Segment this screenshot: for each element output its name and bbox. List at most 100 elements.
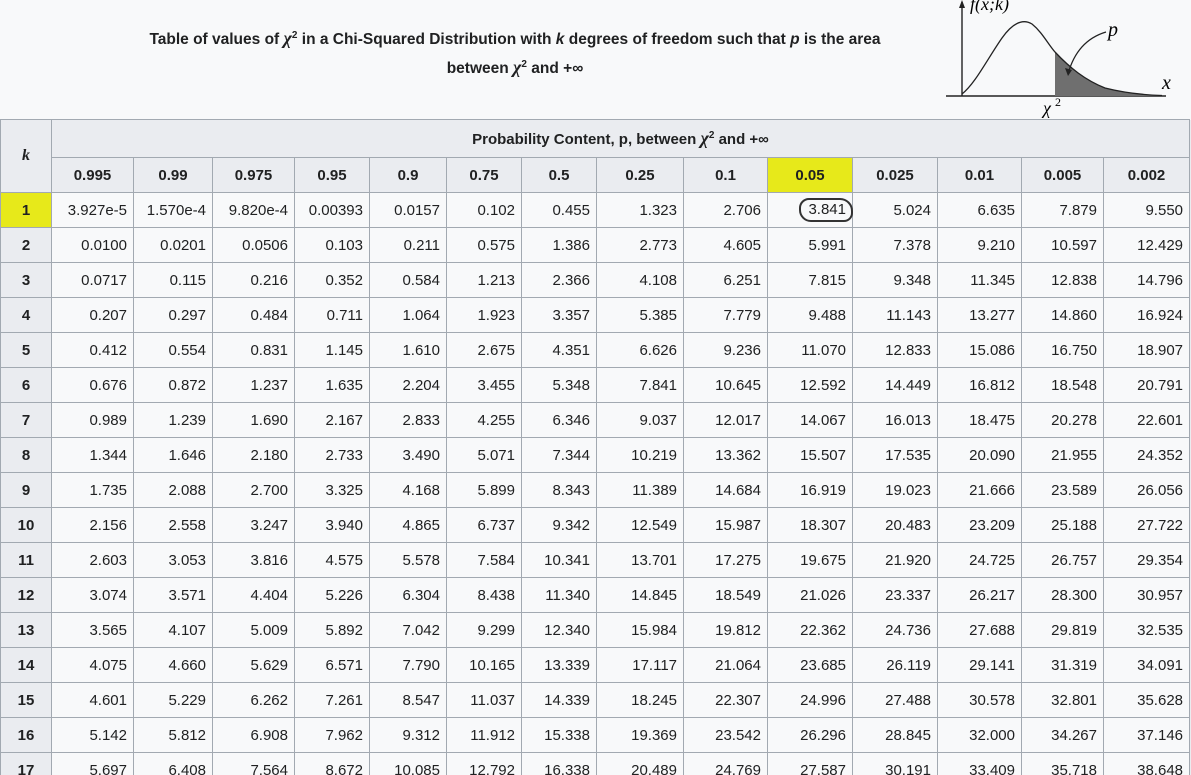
value-cell: 4.255 [446,402,522,438]
value-cell: 5.071 [446,437,522,473]
p-value-header: 0.002 [1102,157,1191,193]
value-cell: 6.737 [446,507,522,543]
value-cell: 2.366 [521,262,597,298]
value-cell: 0.412 [51,332,134,368]
value-cell: 1.064 [369,297,447,333]
value-cell: 3.490 [369,437,447,473]
value-cell: 6.635 [937,192,1022,228]
value-cell: 17.535 [852,437,938,473]
value-cell: 14.860 [1021,297,1104,333]
value-cell: 4.075 [51,647,134,683]
value-cell: 1.145 [294,332,370,368]
value-cell: 10.341 [521,542,597,578]
value-cell: 11.340 [521,577,597,613]
table-row: 11 2.603 3.053 3.816 4.575 5.578 7.584 10.341 13… [0,542,1191,578]
y-axis-arrow [959,0,965,8]
value-cell: 27.587 [767,752,853,775]
value-cell: 26.056 [1102,472,1191,508]
value-cell: 3.571 [133,577,213,613]
value-cell: 2.733 [294,437,370,473]
value-cell: 12.838 [1021,262,1104,298]
value-cell: 21.955 [1021,437,1104,473]
value-cell: 2.558 [133,507,213,543]
value-cell: 28.845 [852,717,938,753]
value-cell: 13.362 [683,437,768,473]
value-cell: 1.690 [212,402,295,438]
degrees-of-freedom-cell: 2 [0,227,52,263]
value-cell: 0.872 [133,367,213,403]
degrees-of-freedom-cell: 3 [0,262,52,298]
value-cell: 0.0506 [212,227,295,263]
value-cell: 5.578 [369,542,447,578]
value-cell: 1.635 [294,367,370,403]
value-cell: 14.796 [1102,262,1191,298]
value-cell: 18.548 [1021,367,1104,403]
value-cell: 6.571 [294,647,370,683]
value-cell: 5.009 [212,612,295,648]
value-cell: 25.188 [1021,507,1104,543]
value-cell: 3.816 [212,542,295,578]
degrees-of-freedom-cell: 12 [0,577,52,613]
value-cell: 9.210 [937,227,1022,263]
value-cell: 3.841 [767,192,853,228]
value-cell: 18.307 [767,507,853,543]
table-row: 3 0.0717 0.115 0.216 0.352 0.584 1.213 2.366 4.1… [0,262,1191,298]
value-cell: 9.342 [521,507,597,543]
value-cell: 12.549 [596,507,684,543]
table-row: 15 4.601 5.229 6.262 7.261 8.547 11.037 14.339 1… [0,682,1191,718]
value-cell: 0.831 [212,332,295,368]
value-cell: 20.090 [937,437,1022,473]
p-value-header: 0.995 [51,157,134,193]
value-cell: 6.304 [369,577,447,613]
value-cell: 10.597 [1021,227,1104,263]
table-row: 1 3.927e-5 1.570e-4 9.820e-4 0.00393 0.0157 0.… [0,192,1191,228]
value-cell: 5.812 [133,717,213,753]
value-cell: 11.389 [596,472,684,508]
value-cell: 6.346 [521,402,597,438]
value-cell: 17.275 [683,542,768,578]
value-cell: 0.207 [51,297,134,333]
value-cell: 11.070 [767,332,853,368]
value-cell: 0.0100 [51,227,134,263]
value-cell: 9.312 [369,717,447,753]
value-cell: 0.484 [212,297,295,333]
value-cell: 20.489 [596,752,684,775]
value-cell: 0.102 [446,192,522,228]
value-cell: 2.833 [369,402,447,438]
chi-symbol: χ [283,28,292,48]
value-cell: 6.262 [212,682,295,718]
table-title-line-1: Table of values of χ2 in a Chi-Squared D… [0,28,1030,49]
value-cell: 1.237 [212,367,295,403]
p-pointer-arrow [1065,68,1072,76]
value-cell: 8.547 [369,682,447,718]
degrees-of-freedom-cell: 5 [0,332,52,368]
value-cell: 29.354 [1102,542,1191,578]
circled-value: 3.841 [799,198,853,222]
value-cell: 2.156 [51,507,134,543]
value-cell: 30.957 [1102,577,1191,613]
value-cell: 1.386 [521,227,597,263]
degrees-of-freedom-cell: 9 [0,472,52,508]
value-cell: 4.575 [294,542,370,578]
value-cell: 23.685 [767,647,853,683]
value-cell: 2.675 [446,332,522,368]
value-cell: 28.300 [1021,577,1104,613]
value-cell: 10.219 [596,437,684,473]
value-cell: 2.204 [369,367,447,403]
degrees-of-freedom-cell: 6 [0,367,52,403]
degrees-of-freedom-cell: 4 [0,297,52,333]
value-cell: 23.337 [852,577,938,613]
value-cell: 14.684 [683,472,768,508]
value-cell: 14.339 [521,682,597,718]
value-cell: 11.345 [937,262,1022,298]
value-cell: 35.628 [1102,682,1191,718]
value-cell: 2.088 [133,472,213,508]
table-title-line-2: between χ2 and +∞ [0,57,1030,78]
value-cell: 3.357 [521,297,597,333]
value-cell: 15.984 [596,612,684,648]
probability-header-text: and +∞ [714,131,769,148]
value-cell: 5.899 [446,472,522,508]
value-cell: 6.251 [683,262,768,298]
value-cell: 2.773 [596,227,684,263]
value-cell: 15.086 [937,332,1022,368]
